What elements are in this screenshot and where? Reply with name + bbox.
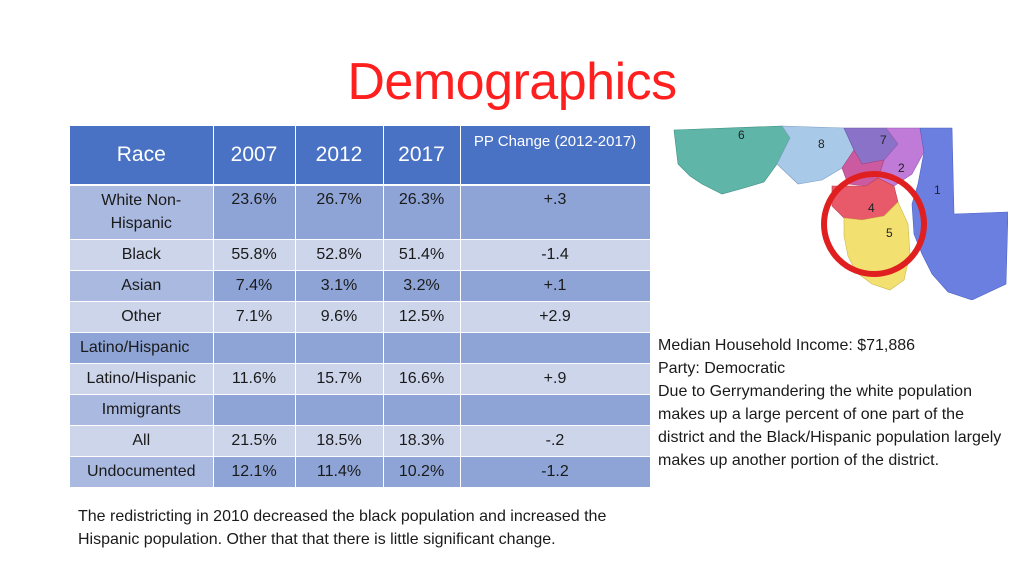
table-row: Latino/Hispanic 11.6% 15.7% 16.6% +.9 <box>70 363 650 394</box>
district-label-2: 2 <box>898 161 905 175</box>
header-2012: 2012 <box>295 126 383 185</box>
cell-2017 <box>383 332 460 363</box>
cell-change: +2.9 <box>460 301 650 332</box>
district-label-6: 6 <box>738 128 745 142</box>
cell-2012: 9.6% <box>295 301 383 332</box>
row-label: Other <box>70 301 213 332</box>
header-race: Race <box>70 126 213 185</box>
cell-2007: 55.8% <box>213 239 295 270</box>
cell-2012: 52.8% <box>295 239 383 270</box>
cell-2017: 26.3% <box>383 185 460 239</box>
cell-2007: 23.6% <box>213 185 295 239</box>
row-label: All <box>70 425 213 456</box>
table-row: All 21.5% 18.5% 18.3% -.2 <box>70 425 650 456</box>
redistricting-note: The redistricting in 2010 decreased the … <box>78 505 643 551</box>
cell-2007: 12.1% <box>213 456 295 487</box>
cell-change <box>460 332 650 363</box>
cell-change: -.2 <box>460 425 650 456</box>
district-1-region <box>912 128 1008 300</box>
cell-2017: 12.5% <box>383 301 460 332</box>
district-label-7: 7 <box>880 133 887 147</box>
header-2017: 2017 <box>383 126 460 185</box>
row-label: Immigrants <box>70 394 213 425</box>
row-label: Latino/Hispanic <box>70 363 213 394</box>
district-6-region <box>674 126 790 194</box>
cell-2012 <box>295 332 383 363</box>
cell-change: +.1 <box>460 270 650 301</box>
cell-change: +.9 <box>460 363 650 394</box>
cell-2007: 7.1% <box>213 301 295 332</box>
row-label: White Non-Hispanic <box>70 185 213 239</box>
district-label-4: 4 <box>868 201 875 215</box>
district-label-5: 5 <box>886 226 893 240</box>
table-row: Undocumented 12.1% 11.4% 10.2% -1.2 <box>70 456 650 487</box>
cell-2017: 51.4% <box>383 239 460 270</box>
cell-2012 <box>295 394 383 425</box>
cell-change <box>460 394 650 425</box>
cell-2017: 18.3% <box>383 425 460 456</box>
party: Party: Democratic <box>658 357 1008 380</box>
row-label: Latino/Hispanic <box>70 332 213 363</box>
table-row: Asian 7.4% 3.1% 3.2% +.1 <box>70 270 650 301</box>
cell-2012: 15.7% <box>295 363 383 394</box>
district-label-8: 8 <box>818 137 825 151</box>
cell-2017 <box>383 394 460 425</box>
cell-2007: 21.5% <box>213 425 295 456</box>
table-row: Black 55.8% 52.8% 51.4% -1.4 <box>70 239 650 270</box>
demographics-table: Race 2007 2012 2017 PP Change (2012-2017… <box>70 126 651 488</box>
district-map: 6 8 7 2 1 4 5 <box>672 124 1008 300</box>
cell-change: +.3 <box>460 185 650 239</box>
median-income: Median Household Income: $71,886 <box>658 334 1008 357</box>
cell-2012: 18.5% <box>295 425 383 456</box>
district-8-region <box>777 126 854 184</box>
header-pp-change: PP Change (2012-2017) <box>460 126 650 185</box>
district-info: Median Household Income: $71,886 Party: … <box>658 334 1008 472</box>
cell-2012: 3.1% <box>295 270 383 301</box>
cell-2007: 7.4% <box>213 270 295 301</box>
row-label: Asian <box>70 270 213 301</box>
cell-change: -1.2 <box>460 456 650 487</box>
gerrymander-note: Due to Gerrymandering the white populati… <box>658 380 1008 472</box>
table-row: Other 7.1% 9.6% 12.5% +2.9 <box>70 301 650 332</box>
cell-2007: 11.6% <box>213 363 295 394</box>
page-title: Demographics <box>0 52 1024 112</box>
cell-2017: 16.6% <box>383 363 460 394</box>
cell-2007 <box>213 332 295 363</box>
header-2007: 2007 <box>213 126 295 185</box>
cell-2017: 10.2% <box>383 456 460 487</box>
cell-2007 <box>213 394 295 425</box>
row-label: Undocumented <box>70 456 213 487</box>
cell-2012: 26.7% <box>295 185 383 239</box>
district-label-1: 1 <box>934 183 941 197</box>
cell-2012: 11.4% <box>295 456 383 487</box>
table-row: Immigrants <box>70 394 650 425</box>
table-row: White Non-Hispanic 23.6% 26.7% 26.3% +.3 <box>70 185 650 239</box>
cell-change: -1.4 <box>460 239 650 270</box>
table-header-row: Race 2007 2012 2017 PP Change (2012-2017… <box>70 126 650 185</box>
table-row: Latino/Hispanic <box>70 332 650 363</box>
cell-2017: 3.2% <box>383 270 460 301</box>
row-label: Black <box>70 239 213 270</box>
